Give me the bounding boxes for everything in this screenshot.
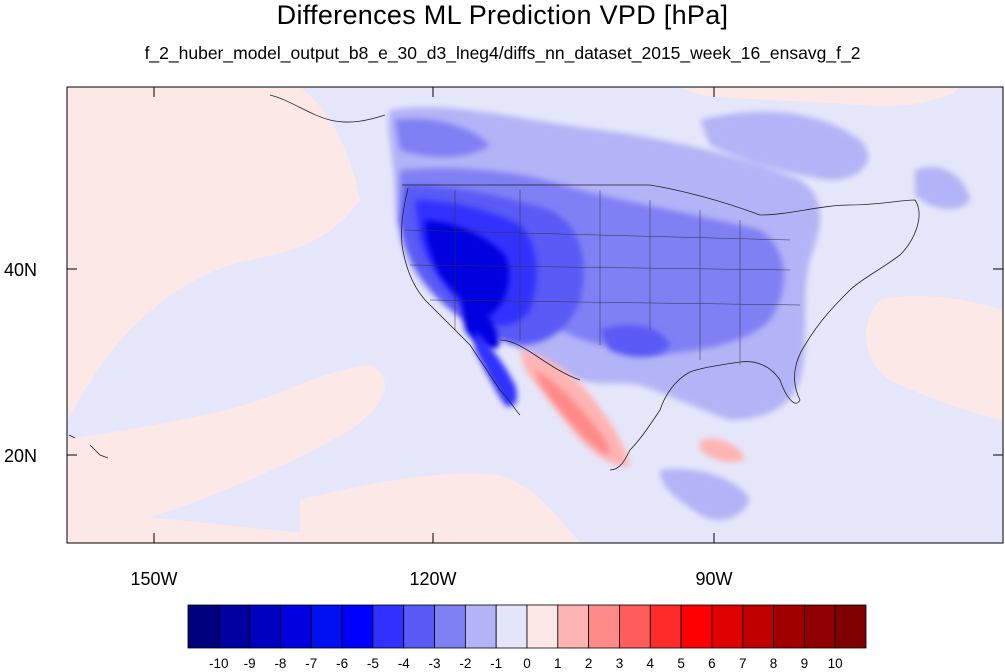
positive-near-zero-regions: [67, 87, 1003, 543]
colorbar-label: -10: [209, 656, 229, 671]
map-subtitle: f_2_huber_model_output_b8_e_30_d3_lneg4/…: [144, 43, 861, 63]
colorbar: -10 -9 -8 -7 -6 -5 -4 -3 -2 -1 0 1 2 3 4 5 6 7 8 9 10: [187, 604, 867, 671]
colorbar-swatch: [680, 604, 713, 649]
colorbar-swatch: [187, 604, 220, 649]
negative-strongest-regions: [424, 220, 510, 350]
colorbar-label: 10: [828, 656, 843, 671]
colorbar-label: 3: [616, 656, 624, 671]
colorbar-swatch: [649, 604, 682, 649]
colorbar-label: -4: [398, 656, 410, 671]
colorbar-label: 6: [708, 656, 716, 671]
colorbar-label: 5: [677, 656, 685, 671]
map-title: Differences ML Prediction VPD [hPa]: [276, 0, 729, 30]
colorbar-swatch: [834, 604, 867, 649]
map-frame: [66, 86, 1004, 544]
colorbar-label: 7: [739, 656, 747, 671]
colorbar-label: -1: [490, 656, 502, 671]
colorbar-swatch: [372, 604, 405, 649]
colorbar-swatch: [280, 604, 312, 649]
colorbar-swatch: [526, 604, 559, 649]
colorbar-swatch: [310, 604, 343, 649]
colorbar-label: -3: [429, 656, 441, 671]
coastlines: [68, 94, 920, 471]
colorbar-label: 9: [801, 656, 809, 671]
colorbar-label: 4: [647, 656, 655, 671]
colorbar-label: -5: [367, 656, 379, 671]
colorbar-swatch: [803, 604, 836, 649]
colorbar-swatch: [341, 604, 374, 649]
x-tick-label: 150W: [130, 569, 177, 589]
colorbar-swatch: [711, 604, 744, 649]
colorbar-swatch: [403, 604, 435, 649]
baja-negative-region: [475, 330, 517, 407]
y-tick-label: 20N: [4, 446, 37, 466]
colorbar-label: 2: [585, 656, 593, 671]
colorbar-swatch: [434, 604, 466, 649]
colorbar-swatch: [773, 604, 805, 649]
colorbar-label: 8: [770, 656, 778, 671]
state-borders: [404, 190, 801, 365]
colorbar-swatch: [588, 604, 620, 649]
colorbar-label: 0: [523, 656, 531, 671]
colorbar-label: -7: [305, 656, 317, 671]
mexico-positive-region: [520, 350, 745, 467]
colorbar-label: -2: [459, 656, 471, 671]
y-tick-label: 40N: [4, 260, 37, 280]
map-plot-area: [67, 87, 1003, 543]
x-tick-label: 120W: [409, 569, 456, 589]
colorbar-label: 1: [554, 656, 562, 671]
colorbar-swatch: [557, 604, 590, 649]
colorbar-swatch: [464, 604, 497, 649]
colorbar-label: -6: [336, 656, 348, 671]
colorbar-label: -9: [244, 656, 256, 671]
x-tick-label: 90W: [695, 569, 732, 589]
colorbar-swatch: [495, 604, 528, 649]
colorbar-swatch: [742, 604, 774, 649]
colorbar-swatch: [619, 604, 651, 649]
axis-ticks: [67, 87, 1003, 543]
colorbar-label: -8: [274, 656, 286, 671]
colorbar-swatch: [249, 604, 281, 649]
colorbar-swatch: [218, 604, 251, 649]
